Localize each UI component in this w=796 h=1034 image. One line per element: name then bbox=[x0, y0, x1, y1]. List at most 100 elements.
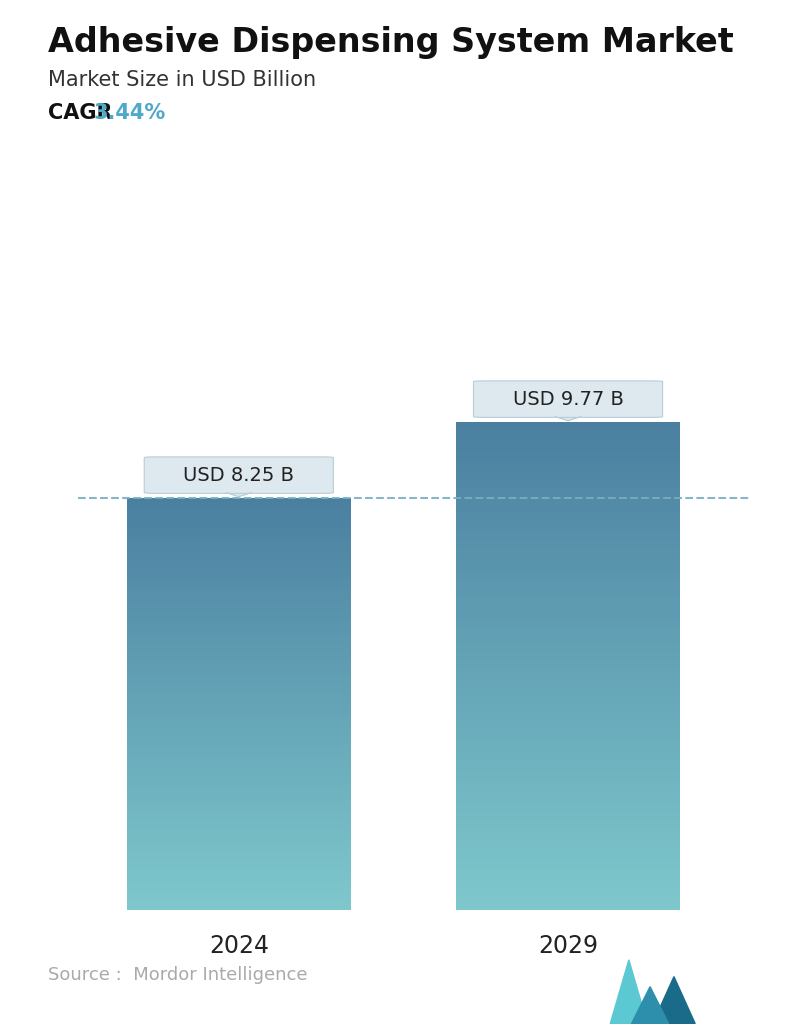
Bar bbox=[127, 531, 351, 534]
Bar bbox=[456, 757, 680, 759]
Bar bbox=[127, 580, 351, 581]
Bar bbox=[127, 782, 351, 784]
Bar bbox=[456, 480, 680, 482]
Bar bbox=[127, 596, 351, 597]
Bar bbox=[456, 667, 680, 669]
Bar bbox=[127, 827, 351, 829]
Bar bbox=[456, 624, 680, 626]
Bar bbox=[456, 771, 680, 773]
Bar bbox=[127, 761, 351, 763]
Bar bbox=[127, 805, 351, 807]
Bar bbox=[127, 497, 351, 499]
Bar bbox=[127, 510, 351, 512]
Bar bbox=[127, 807, 351, 809]
Bar bbox=[127, 842, 351, 843]
Bar bbox=[127, 873, 351, 874]
Bar bbox=[127, 727, 351, 729]
Bar bbox=[456, 434, 680, 436]
Bar bbox=[127, 676, 351, 677]
Bar bbox=[456, 536, 680, 538]
Bar bbox=[456, 801, 680, 802]
Bar bbox=[456, 454, 680, 456]
Bar bbox=[456, 621, 680, 624]
Bar bbox=[456, 694, 680, 695]
Bar bbox=[127, 688, 351, 689]
Bar bbox=[127, 647, 351, 648]
Bar bbox=[127, 898, 351, 899]
Bar bbox=[456, 754, 680, 755]
Bar bbox=[127, 709, 351, 710]
Bar bbox=[456, 692, 680, 694]
Bar bbox=[456, 630, 680, 632]
Bar bbox=[456, 576, 680, 578]
Bar bbox=[127, 878, 351, 880]
Bar bbox=[456, 814, 680, 816]
Bar bbox=[127, 643, 351, 644]
Bar bbox=[127, 565, 351, 567]
Bar bbox=[127, 860, 351, 861]
Bar bbox=[456, 824, 680, 825]
Bar bbox=[127, 864, 351, 865]
Bar bbox=[456, 438, 680, 439]
Bar bbox=[127, 741, 351, 742]
Bar bbox=[456, 804, 680, 805]
Bar bbox=[127, 839, 351, 840]
Bar bbox=[456, 809, 680, 811]
Bar bbox=[127, 542, 351, 543]
Bar bbox=[127, 646, 351, 647]
Bar bbox=[456, 862, 680, 864]
Bar bbox=[456, 448, 680, 450]
Bar bbox=[456, 813, 680, 814]
Bar bbox=[127, 547, 351, 548]
Bar bbox=[456, 468, 680, 470]
Bar bbox=[127, 529, 351, 530]
Bar bbox=[127, 909, 351, 910]
Bar bbox=[127, 789, 351, 790]
Bar bbox=[127, 730, 351, 731]
Bar bbox=[456, 439, 680, 442]
Bar bbox=[127, 600, 351, 601]
Bar bbox=[127, 550, 351, 551]
Bar bbox=[127, 905, 351, 906]
Bar bbox=[456, 837, 680, 839]
Bar bbox=[456, 570, 680, 572]
Bar bbox=[456, 717, 680, 718]
Bar bbox=[456, 521, 680, 522]
Bar bbox=[127, 669, 351, 671]
Bar bbox=[456, 689, 680, 691]
Bar bbox=[127, 794, 351, 796]
Bar bbox=[456, 643, 680, 644]
Bar bbox=[127, 501, 351, 504]
Bar bbox=[456, 641, 680, 643]
Bar bbox=[456, 887, 680, 889]
Bar bbox=[456, 723, 680, 725]
Bar bbox=[456, 615, 680, 617]
Bar bbox=[456, 443, 680, 445]
Bar bbox=[456, 461, 680, 462]
Bar bbox=[127, 700, 351, 701]
Bar bbox=[456, 550, 680, 552]
Bar bbox=[456, 850, 680, 851]
Bar bbox=[127, 668, 351, 669]
Bar bbox=[127, 591, 351, 592]
Bar bbox=[127, 613, 351, 614]
Bar bbox=[456, 793, 680, 794]
Bar bbox=[456, 446, 680, 448]
Bar bbox=[127, 906, 351, 907]
Bar bbox=[127, 592, 351, 594]
Bar bbox=[456, 590, 680, 592]
Bar bbox=[456, 791, 680, 793]
Bar bbox=[456, 538, 680, 539]
Bar bbox=[127, 838, 351, 839]
Bar bbox=[127, 588, 351, 589]
Bar bbox=[456, 508, 680, 510]
Bar bbox=[456, 666, 680, 667]
Bar bbox=[456, 583, 680, 584]
Bar bbox=[456, 638, 680, 640]
Bar bbox=[456, 816, 680, 817]
Bar bbox=[127, 602, 351, 604]
Bar bbox=[456, 433, 680, 434]
Bar bbox=[456, 649, 680, 651]
Bar bbox=[456, 618, 680, 620]
Bar bbox=[456, 828, 680, 830]
